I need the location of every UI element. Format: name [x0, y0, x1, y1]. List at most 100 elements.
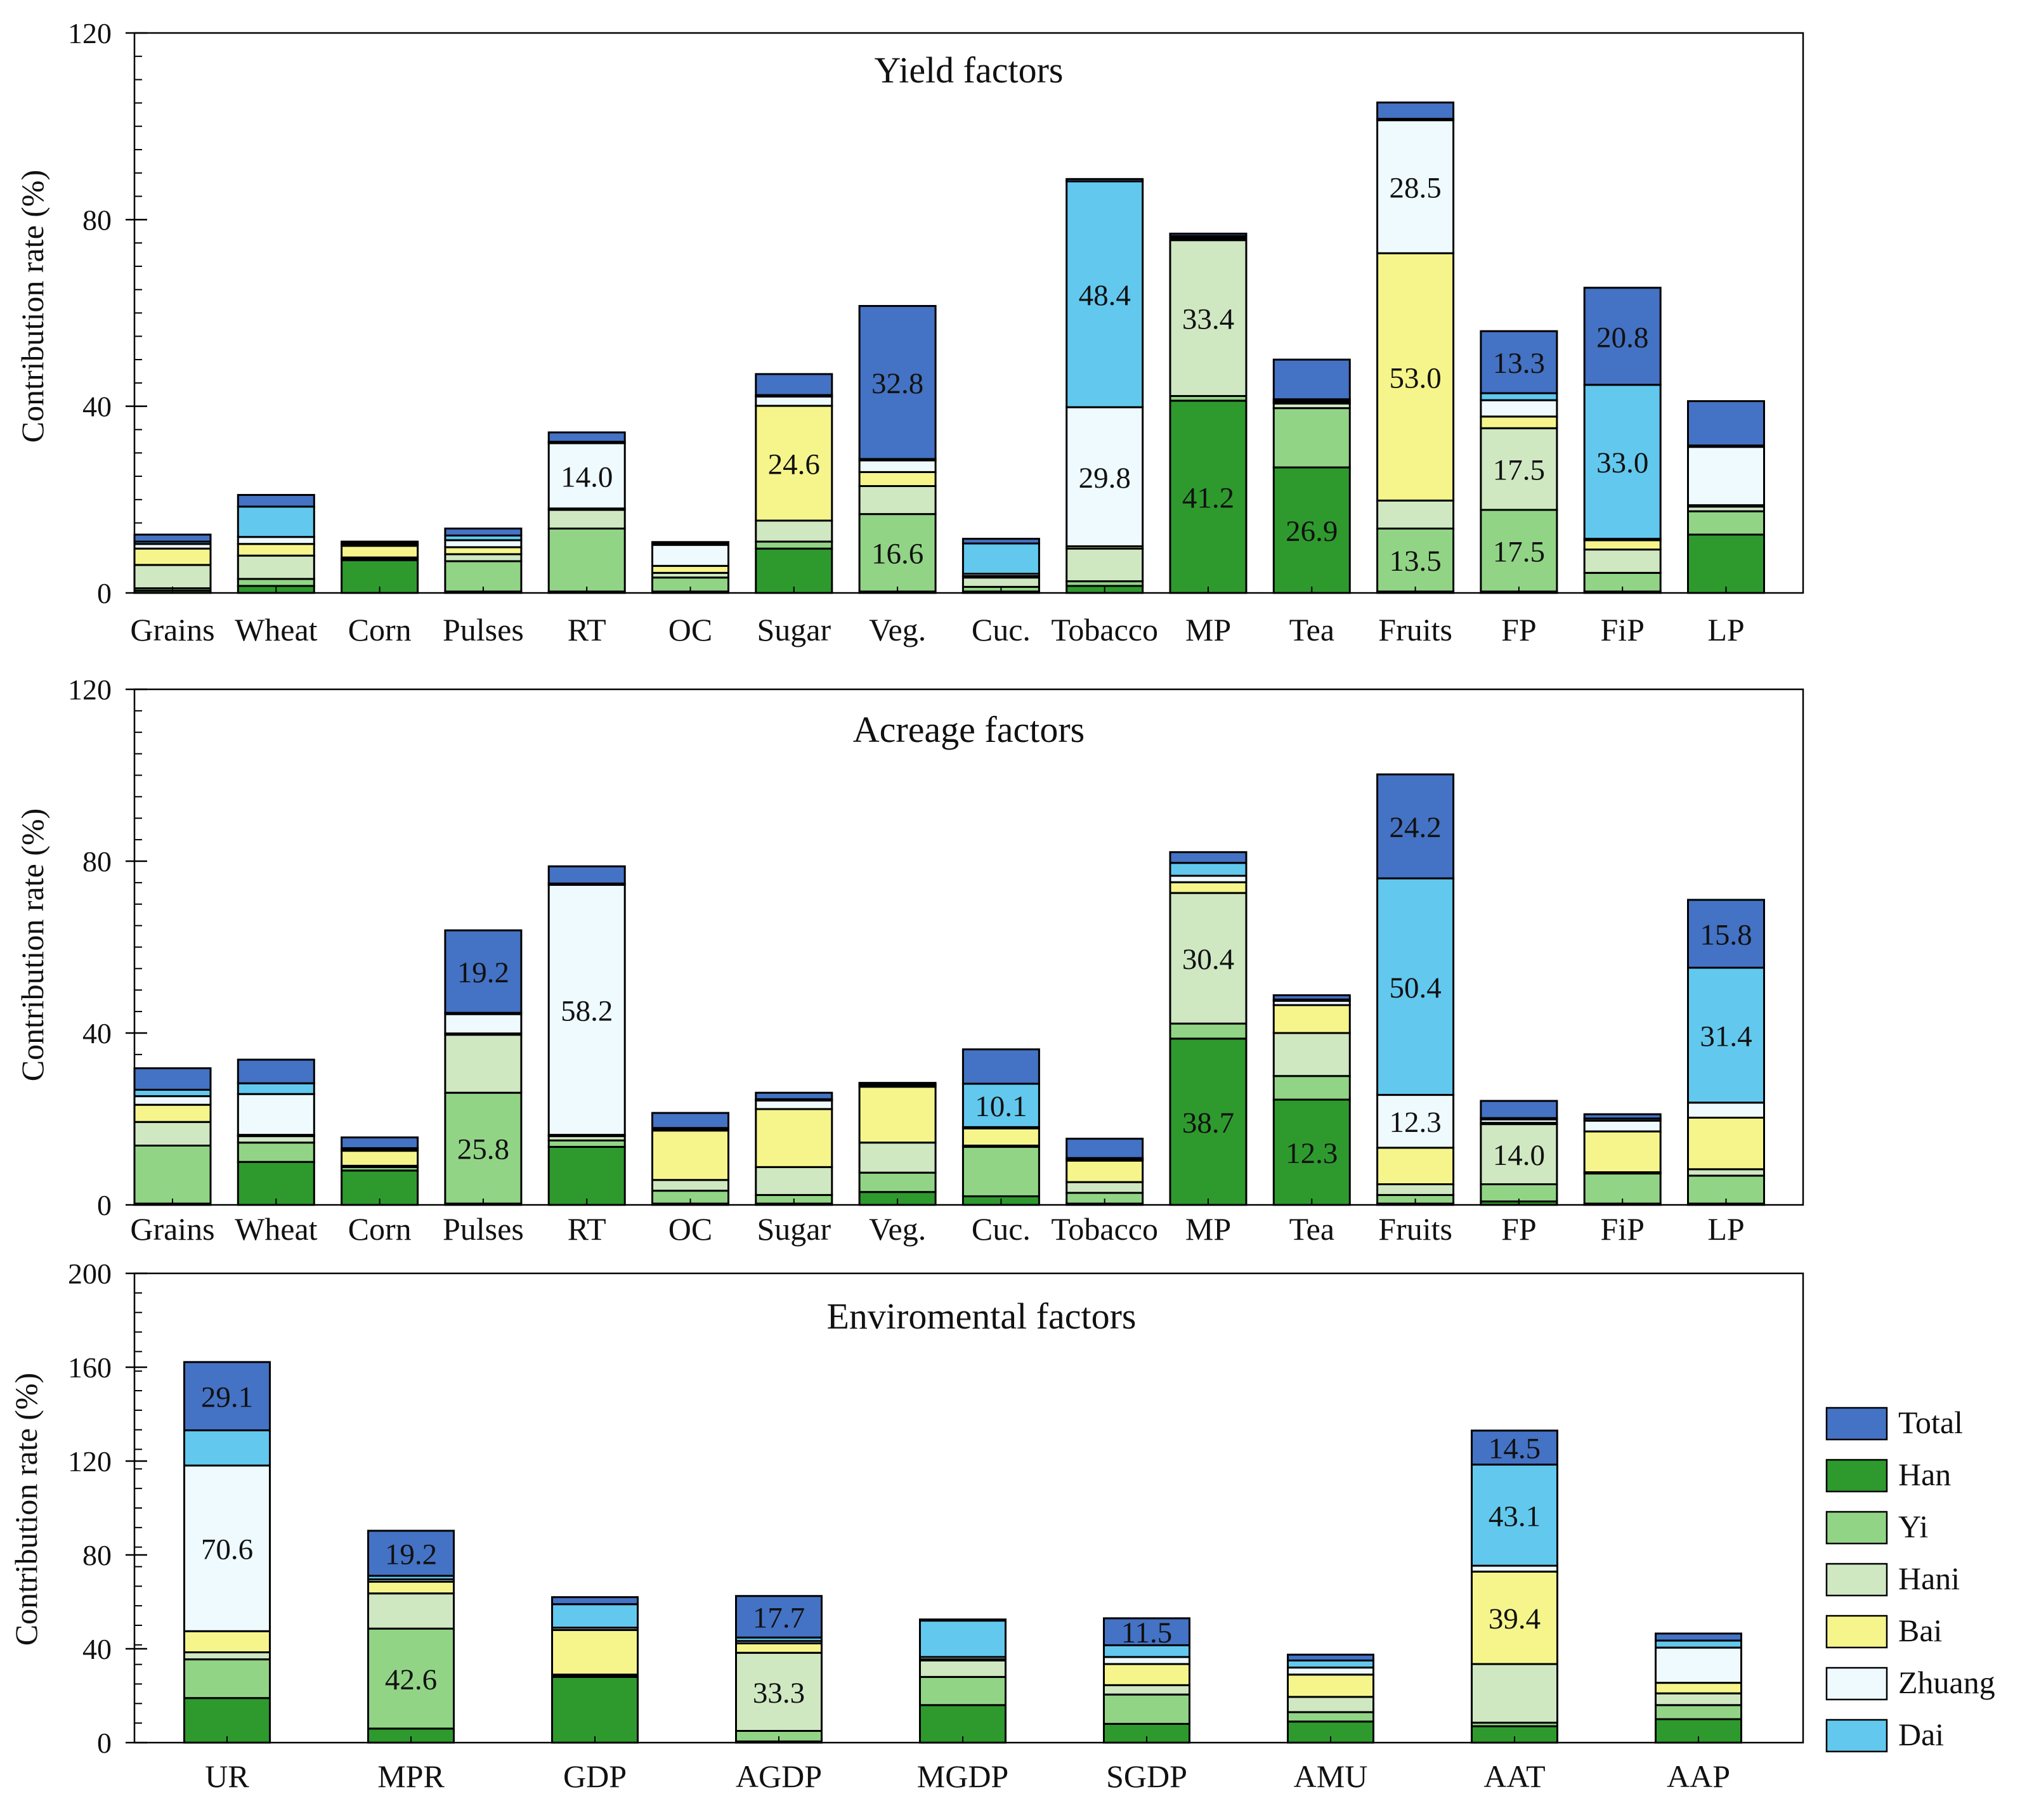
data-label: 48.4: [1079, 279, 1131, 312]
y-tick-label: 120: [68, 17, 112, 49]
bar-stack-corn: [341, 1136, 419, 1206]
bar-segment-total: [1065, 1138, 1144, 1159]
x-tick-label: LP: [1707, 612, 1744, 647]
bar-segment-bai: [1471, 1570, 1558, 1665]
bar-segment-total: [547, 865, 626, 885]
bar-segment-total: [755, 373, 833, 396]
x-tick-label: Fruits: [1378, 1211, 1452, 1247]
bar-segment-total: [858, 1082, 937, 1086]
bar-segment-dai: [133, 1088, 212, 1098]
bar-segment-bai: [1687, 1116, 1765, 1171]
chart-title: Acreage factors: [853, 709, 1085, 750]
bar-segment-han: [1272, 466, 1351, 594]
data-label: 24.6: [768, 448, 820, 481]
bar-segment-zhuang: [237, 1093, 315, 1136]
bar-segment-zhuang: [858, 459, 937, 473]
data-label: 39.4: [1489, 1602, 1541, 1635]
y-tick-label: 40: [82, 391, 112, 423]
bar-segment-bai: [1103, 1663, 1190, 1686]
legend-item-bai: Bai: [1825, 1613, 1942, 1649]
legend-item-zhuang: Zhuang: [1825, 1665, 1995, 1701]
bar-segment-dai: [1687, 966, 1765, 1104]
bar-stack-tobacco: [1065, 1138, 1144, 1206]
bar-segment-bai: [133, 547, 212, 566]
bar-segment-zhuang: [1169, 874, 1248, 883]
x-tick-label: Grains: [130, 1211, 214, 1247]
bar-segment-han: [547, 1146, 626, 1206]
y-tick-label: 80: [82, 204, 112, 236]
bar-segment-hani: [1287, 1696, 1374, 1713]
bar-stack-mp: [1169, 232, 1248, 594]
x-tick-label: Tobacco: [1051, 612, 1158, 647]
bar-segment-bai: [1287, 1674, 1374, 1698]
x-tick-label: MP: [1185, 1211, 1231, 1247]
bar-segment-yi: [1287, 1711, 1374, 1723]
bar-segment-hani: [1169, 892, 1248, 1025]
bar-stack-cuc: [961, 538, 1040, 594]
data-label: 17.5: [1493, 454, 1545, 487]
bar-segment-total: [133, 533, 212, 543]
bar-stack-grains: [133, 533, 212, 594]
x-tick-label: MGDP: [917, 1758, 1008, 1794]
bar-segment-zhuang: [547, 883, 626, 1136]
bar-segment-yi: [367, 1627, 455, 1730]
legend-label: Yi: [1898, 1509, 1928, 1544]
bar-segment-zhuang: [1065, 406, 1144, 547]
bar-stack-sgdp: [1103, 1617, 1190, 1744]
bar-segment-total: [1687, 400, 1765, 446]
bar-segment-total: [1103, 1617, 1190, 1646]
bar-segment-total: [735, 1595, 823, 1639]
chart-title: Enviromental factors: [827, 1296, 1137, 1337]
bar-segment-total: [919, 1618, 1007, 1622]
bar-segment-hani: [1687, 1168, 1765, 1177]
bar-segment-zhuang: [1583, 1119, 1662, 1133]
bar-segment-total: [1583, 287, 1662, 386]
bar-segment-dai: [1376, 877, 1455, 1096]
bar-segment-total: [444, 527, 523, 536]
data-label: 17.7: [753, 1601, 805, 1634]
bar-stack-fip: [1583, 1113, 1662, 1206]
bar-segment-total: [341, 540, 419, 544]
bar-segment-zhuang: [183, 1464, 271, 1632]
x-tick-label: LP: [1707, 1211, 1744, 1247]
y-tick-label: 40: [82, 1633, 112, 1665]
bar-stack-mpr: [367, 1530, 455, 1744]
x-tick-label: OC: [668, 1211, 712, 1247]
bar-segment-hani: [858, 1141, 937, 1174]
bar-segment-total: [1272, 994, 1351, 1001]
x-tick-label: Tea: [1289, 1211, 1334, 1247]
bar-stack-rt: [547, 865, 626, 1206]
bar-segment-zhuang: [547, 442, 626, 510]
x-tick-label: RT: [568, 612, 606, 647]
x-tick-label: Corn: [348, 1211, 412, 1247]
y-tick-label: 0: [97, 1189, 112, 1221]
bar-segment-han: [183, 1697, 271, 1744]
x-tick-label: OC: [668, 612, 712, 647]
bar-segment-dai: [1169, 862, 1248, 877]
bar-stack-fp: [1480, 1100, 1558, 1206]
x-tick-label: Pulses: [443, 612, 524, 647]
bar-segment-bai: [341, 545, 419, 559]
bar-segment-total: [551, 1596, 639, 1606]
bar-segment-total: [1687, 899, 1765, 969]
bar-stack-fruits: [1376, 773, 1455, 1206]
bar-segment-dai: [1583, 384, 1662, 540]
data-label: 16.6: [871, 538, 923, 571]
bar-segment-bai: [1480, 415, 1558, 429]
bar-stack-corn: [341, 540, 419, 594]
bar-segment-bai: [341, 1150, 419, 1167]
bar-segment-bai: [444, 546, 523, 556]
bar-segment-zhuang: [1687, 446, 1765, 507]
bar-segment-yi: [547, 527, 626, 593]
bar-segment-hani: [1376, 1183, 1455, 1196]
bar-segment-bai: [858, 1086, 937, 1144]
x-tick-label: GDP: [563, 1758, 627, 1794]
bar-segment-bai: [755, 1108, 833, 1168]
x-tick-label: FP: [1501, 612, 1537, 647]
legend-swatch-total: [1825, 1407, 1888, 1441]
x-tick-label: Tobacco: [1051, 1211, 1158, 1247]
y-tick-label: 0: [97, 577, 112, 609]
x-tick-label: Pulses: [443, 1211, 524, 1247]
bar-stack-sugar: [755, 1091, 833, 1206]
bar-segment-zhuang: [755, 395, 833, 407]
